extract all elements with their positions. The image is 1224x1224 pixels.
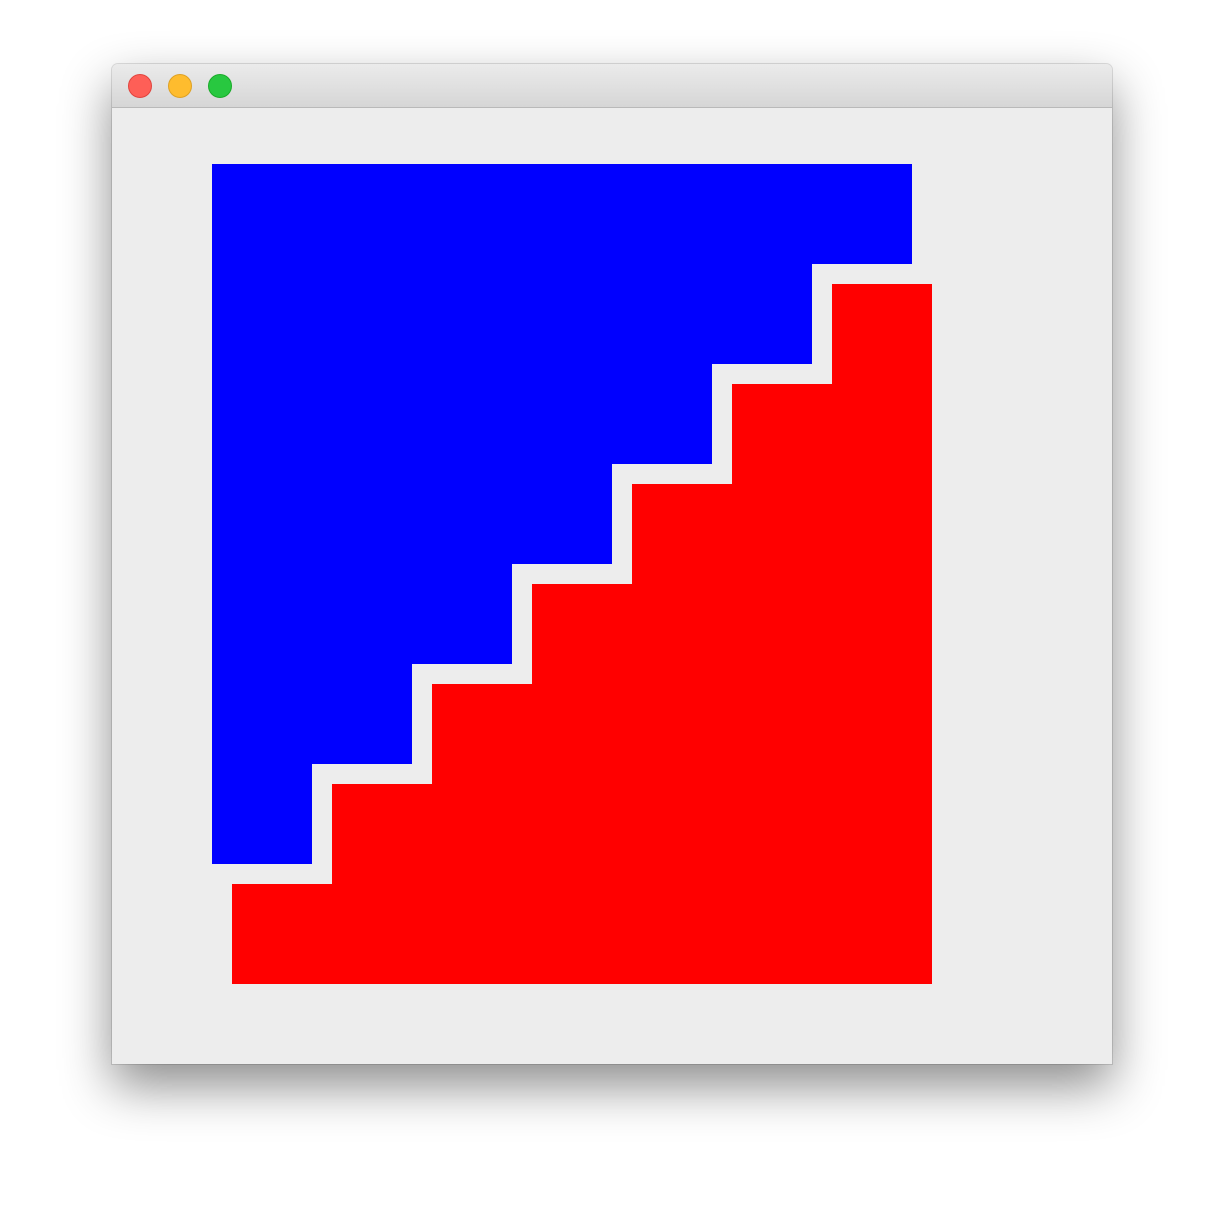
drawing-canvas [212, 164, 932, 984]
app-window [112, 64, 1112, 1064]
window-content [112, 108, 1112, 1064]
title-bar[interactable] [112, 64, 1112, 108]
close-button[interactable] [128, 74, 152, 98]
blue-staircase [212, 164, 912, 864]
red-staircase [232, 284, 932, 984]
zoom-button[interactable] [208, 74, 232, 98]
minimize-button[interactable] [168, 74, 192, 98]
